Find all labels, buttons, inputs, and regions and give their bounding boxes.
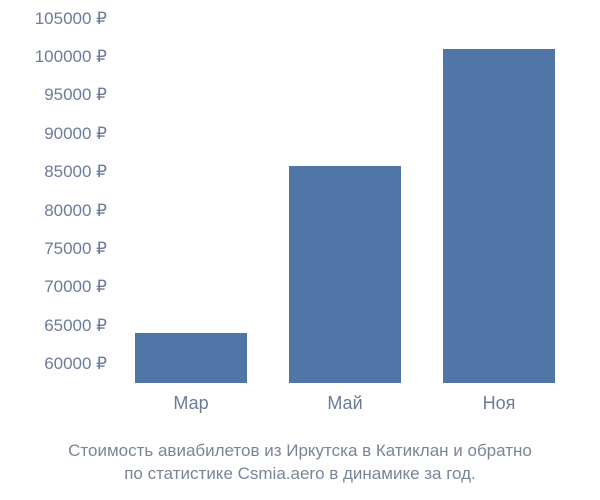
y-tick-label: 90000 ₽ bbox=[44, 124, 107, 144]
bar bbox=[135, 333, 247, 383]
bar bbox=[443, 49, 555, 383]
caption-line-1: Стоимость авиабилетов из Иркутска в Кати… bbox=[68, 441, 532, 460]
y-tick-label: 85000 ₽ bbox=[44, 162, 107, 182]
y-tick-label: 105000 ₽ bbox=[35, 9, 107, 29]
y-tick-label: 80000 ₽ bbox=[44, 201, 107, 221]
price-bar-chart: 60000 ₽ 65000 ₽ 70000 ₽ 75000 ₽ 80000 ₽ 85000… bbox=[0, 0, 600, 500]
y-tick-label: 60000 ₽ bbox=[44, 354, 107, 374]
y-tick-label: 75000 ₽ bbox=[44, 239, 107, 259]
y-tick-label: 100000 ₽ bbox=[35, 47, 107, 67]
y-tick-label: 65000 ₽ bbox=[44, 316, 107, 336]
x-tick-label: Ноя bbox=[459, 393, 539, 414]
x-tick-label: Май bbox=[305, 393, 385, 414]
caption-line-2: по статистике Csmia.aero в динамике за г… bbox=[124, 464, 476, 483]
chart-caption: Стоимость авиабилетов из Иркутска в Кати… bbox=[0, 440, 600, 486]
bar bbox=[289, 166, 401, 383]
y-tick-label: 95000 ₽ bbox=[44, 85, 107, 105]
x-tick-label: Мар bbox=[151, 393, 231, 414]
y-tick-label: 70000 ₽ bbox=[44, 277, 107, 297]
